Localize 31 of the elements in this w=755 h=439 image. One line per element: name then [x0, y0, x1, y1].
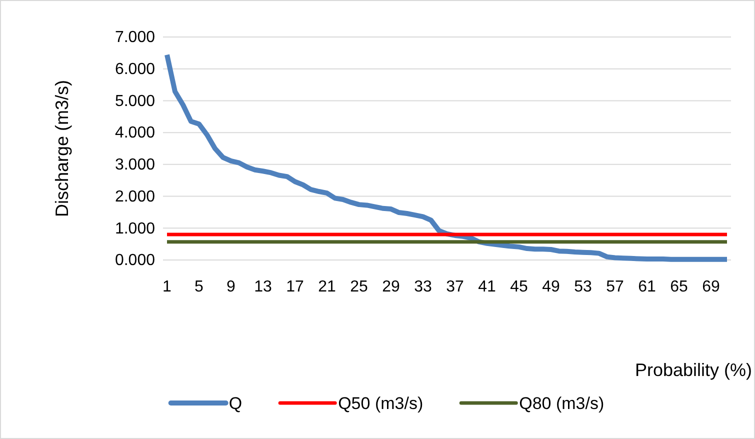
y-tick-label: 0.000 [114, 252, 156, 270]
y-axis-title: Discharge (m3/s) [52, 80, 72, 218]
y-tick-label: 3.000 [114, 156, 156, 174]
x-tick-label: 1 [162, 278, 172, 296]
x-tick-label: 61 [638, 278, 656, 296]
y-tick-label: 6.000 [114, 60, 156, 78]
x-tick-label: 53 [574, 278, 592, 296]
legend-label: Q80 (m3/s) [519, 394, 604, 413]
x-tick-label: 57 [606, 278, 624, 296]
x-tick-label: 29 [382, 278, 400, 296]
x-tick-label: 13 [254, 278, 272, 296]
x-tick-label: 65 [670, 278, 688, 296]
y-tick-label: 7.000 [114, 29, 156, 46]
x-axis-title: Probability (%) [634, 360, 752, 380]
x-tick-label: 45 [510, 278, 528, 296]
legend-label: Q [228, 394, 242, 413]
x-tick-label: 25 [350, 278, 368, 296]
y-tick-label: 1.000 [114, 220, 156, 238]
x-tick-label: 33 [414, 278, 432, 296]
x-tick-label: 5 [194, 278, 204, 296]
legend-label: Q50 (m3/s) [338, 394, 424, 413]
x-tick-label: 17 [286, 278, 304, 296]
y-tick-label: 5.000 [114, 92, 156, 110]
x-tick-label: 9 [226, 278, 236, 296]
y-tick-label: 4.000 [114, 124, 156, 142]
x-tick-label: 41 [478, 278, 496, 296]
y-tick-label: 2.000 [114, 188, 156, 206]
x-tick-label: 37 [446, 278, 464, 296]
x-tick-label: 21 [318, 278, 336, 296]
x-tick-label: 69 [702, 278, 720, 296]
x-tick-label: 49 [542, 278, 560, 296]
